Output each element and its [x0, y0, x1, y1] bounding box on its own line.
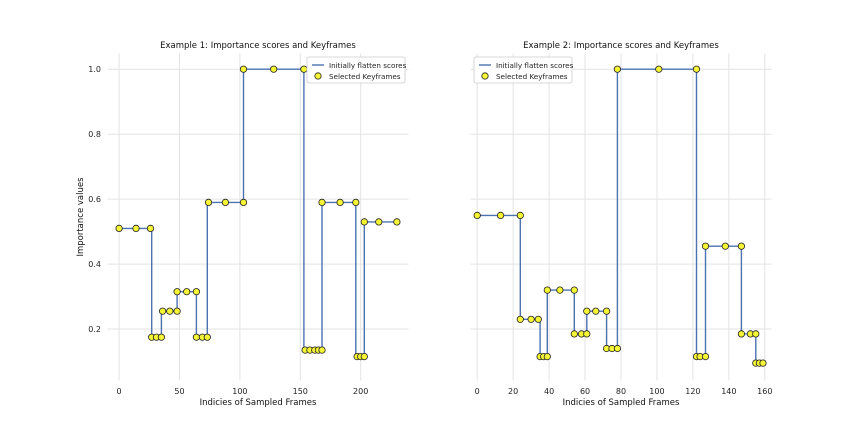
keyframe-point	[318, 198, 326, 206]
chart-title: Example 2: Importance scores and Keyfram…	[523, 41, 719, 51]
legend: Initially flatten scores Selected Keyfram…	[306, 56, 407, 84]
y-tick-label: 0.8	[88, 130, 101, 139]
keyframe-point	[527, 315, 535, 323]
keyframe-point	[393, 218, 401, 226]
x-tick-label: 20	[508, 387, 518, 396]
y-tick-label: 0.2	[88, 325, 101, 334]
x-tick-label: 200	[353, 387, 368, 396]
chart-2: 0 20 40 60 80 100 120 140 160 Example 2: Importan…	[469, 41, 773, 408]
x-tick-label: 60	[580, 387, 590, 396]
x-tick-label: 40	[544, 387, 554, 396]
x-tick-label: 0	[475, 387, 480, 396]
keyframe-point	[239, 198, 248, 206]
keyframe-point	[239, 65, 248, 73]
x-tick-label: 120	[685, 387, 700, 396]
chart-title: Example 1: Importance scores and Keyfram…	[160, 41, 356, 51]
keyframe-point	[534, 315, 542, 323]
chart-1: 0 50 100 150 200 0.2 0.4 0.6 0.8 1.0 Example 1: Im…	[76, 41, 410, 408]
axes-frame	[106, 52, 410, 382]
x-tick-label: 0	[117, 387, 122, 396]
keyframe-point	[270, 65, 278, 73]
keyframe-point	[692, 65, 701, 73]
keyframe-point	[203, 333, 211, 341]
keyframe-point	[516, 315, 524, 323]
keyframe-point	[352, 198, 360, 206]
legend-label-keyframes: Selected Keyframes	[496, 72, 568, 81]
x-tick-label: 100	[232, 387, 247, 396]
keyframe-point	[192, 288, 200, 296]
legend-label-scores: Initially flatten scores	[329, 61, 407, 70]
keyframe-point	[556, 286, 564, 294]
x-tick-label: 140	[721, 387, 736, 396]
keyframe-point	[375, 218, 383, 226]
keyframe-point	[516, 211, 524, 219]
axes-frame	[469, 52, 773, 382]
keyframe-point	[583, 307, 591, 315]
keyframe-point	[543, 286, 551, 294]
keyframe-point	[159, 307, 167, 315]
legend-label-scores: Initially flatten scores	[496, 61, 574, 70]
keyframe-point	[146, 224, 155, 232]
keyframe-point	[701, 242, 710, 250]
keyframe-point	[583, 330, 591, 338]
series-line	[477, 68, 763, 364]
keyframe-point	[613, 344, 622, 353]
keyframe-point	[592, 307, 600, 315]
x-axis-label: Indicies of Sampled Frames	[563, 398, 680, 408]
keyframe-point	[570, 330, 578, 338]
keyframe-point	[360, 352, 368, 361]
keyframe-point	[737, 242, 746, 250]
keyframe-point	[360, 218, 368, 226]
x-tick-label: 150	[293, 387, 308, 396]
keyframe-point	[192, 333, 200, 341]
x-tick-label: 50	[174, 387, 184, 396]
legend-marker-swatch	[481, 72, 489, 80]
y-tick-label: 1.0	[88, 65, 101, 74]
keyframe-point	[473, 211, 481, 219]
keyframe-point	[701, 352, 710, 361]
keyframe-point	[721, 242, 729, 250]
y-tick-label: 0.6	[88, 195, 101, 204]
keyframe-point	[613, 65, 622, 73]
legend-marker-swatch	[314, 72, 322, 80]
keyframe-point	[132, 224, 140, 232]
keyframe-point	[759, 359, 767, 367]
plot-area	[107, 53, 409, 381]
keyframe-point	[336, 198, 344, 206]
keyframe-point	[496, 211, 505, 219]
keyframe-point	[300, 65, 308, 73]
keyframe-point	[602, 307, 611, 315]
legend-label-keyframes: Selected Keyframes	[329, 72, 401, 81]
keyframe-point	[543, 352, 551, 361]
legend-box	[473, 56, 573, 84]
keyframe-point	[752, 330, 760, 338]
keyframe-point	[221, 198, 229, 206]
keyframe-point	[166, 307, 174, 315]
keyframe-point	[655, 65, 663, 73]
legend: Initially flatten scores Selected Keyfram…	[473, 56, 574, 84]
x-tick-label: 100	[649, 387, 664, 396]
x-tick-label: 80	[616, 387, 626, 396]
keyframe-point	[570, 286, 578, 294]
x-tick-label: 160	[757, 387, 772, 396]
keyframe-point	[204, 198, 213, 206]
x-axis-label: Indicies of Sampled Frames	[200, 398, 317, 408]
y-tick-label: 0.4	[88, 260, 101, 269]
keyframe-point	[318, 346, 326, 354]
keyframe-point	[173, 288, 181, 296]
keyframe-point	[173, 307, 181, 315]
legend-box	[306, 56, 406, 84]
y-axis-label: Importance values	[76, 177, 86, 257]
keyframe-point	[115, 224, 123, 232]
keyframe-point	[157, 333, 165, 341]
keyframe-point	[737, 330, 746, 338]
keyframe-point	[183, 288, 191, 296]
